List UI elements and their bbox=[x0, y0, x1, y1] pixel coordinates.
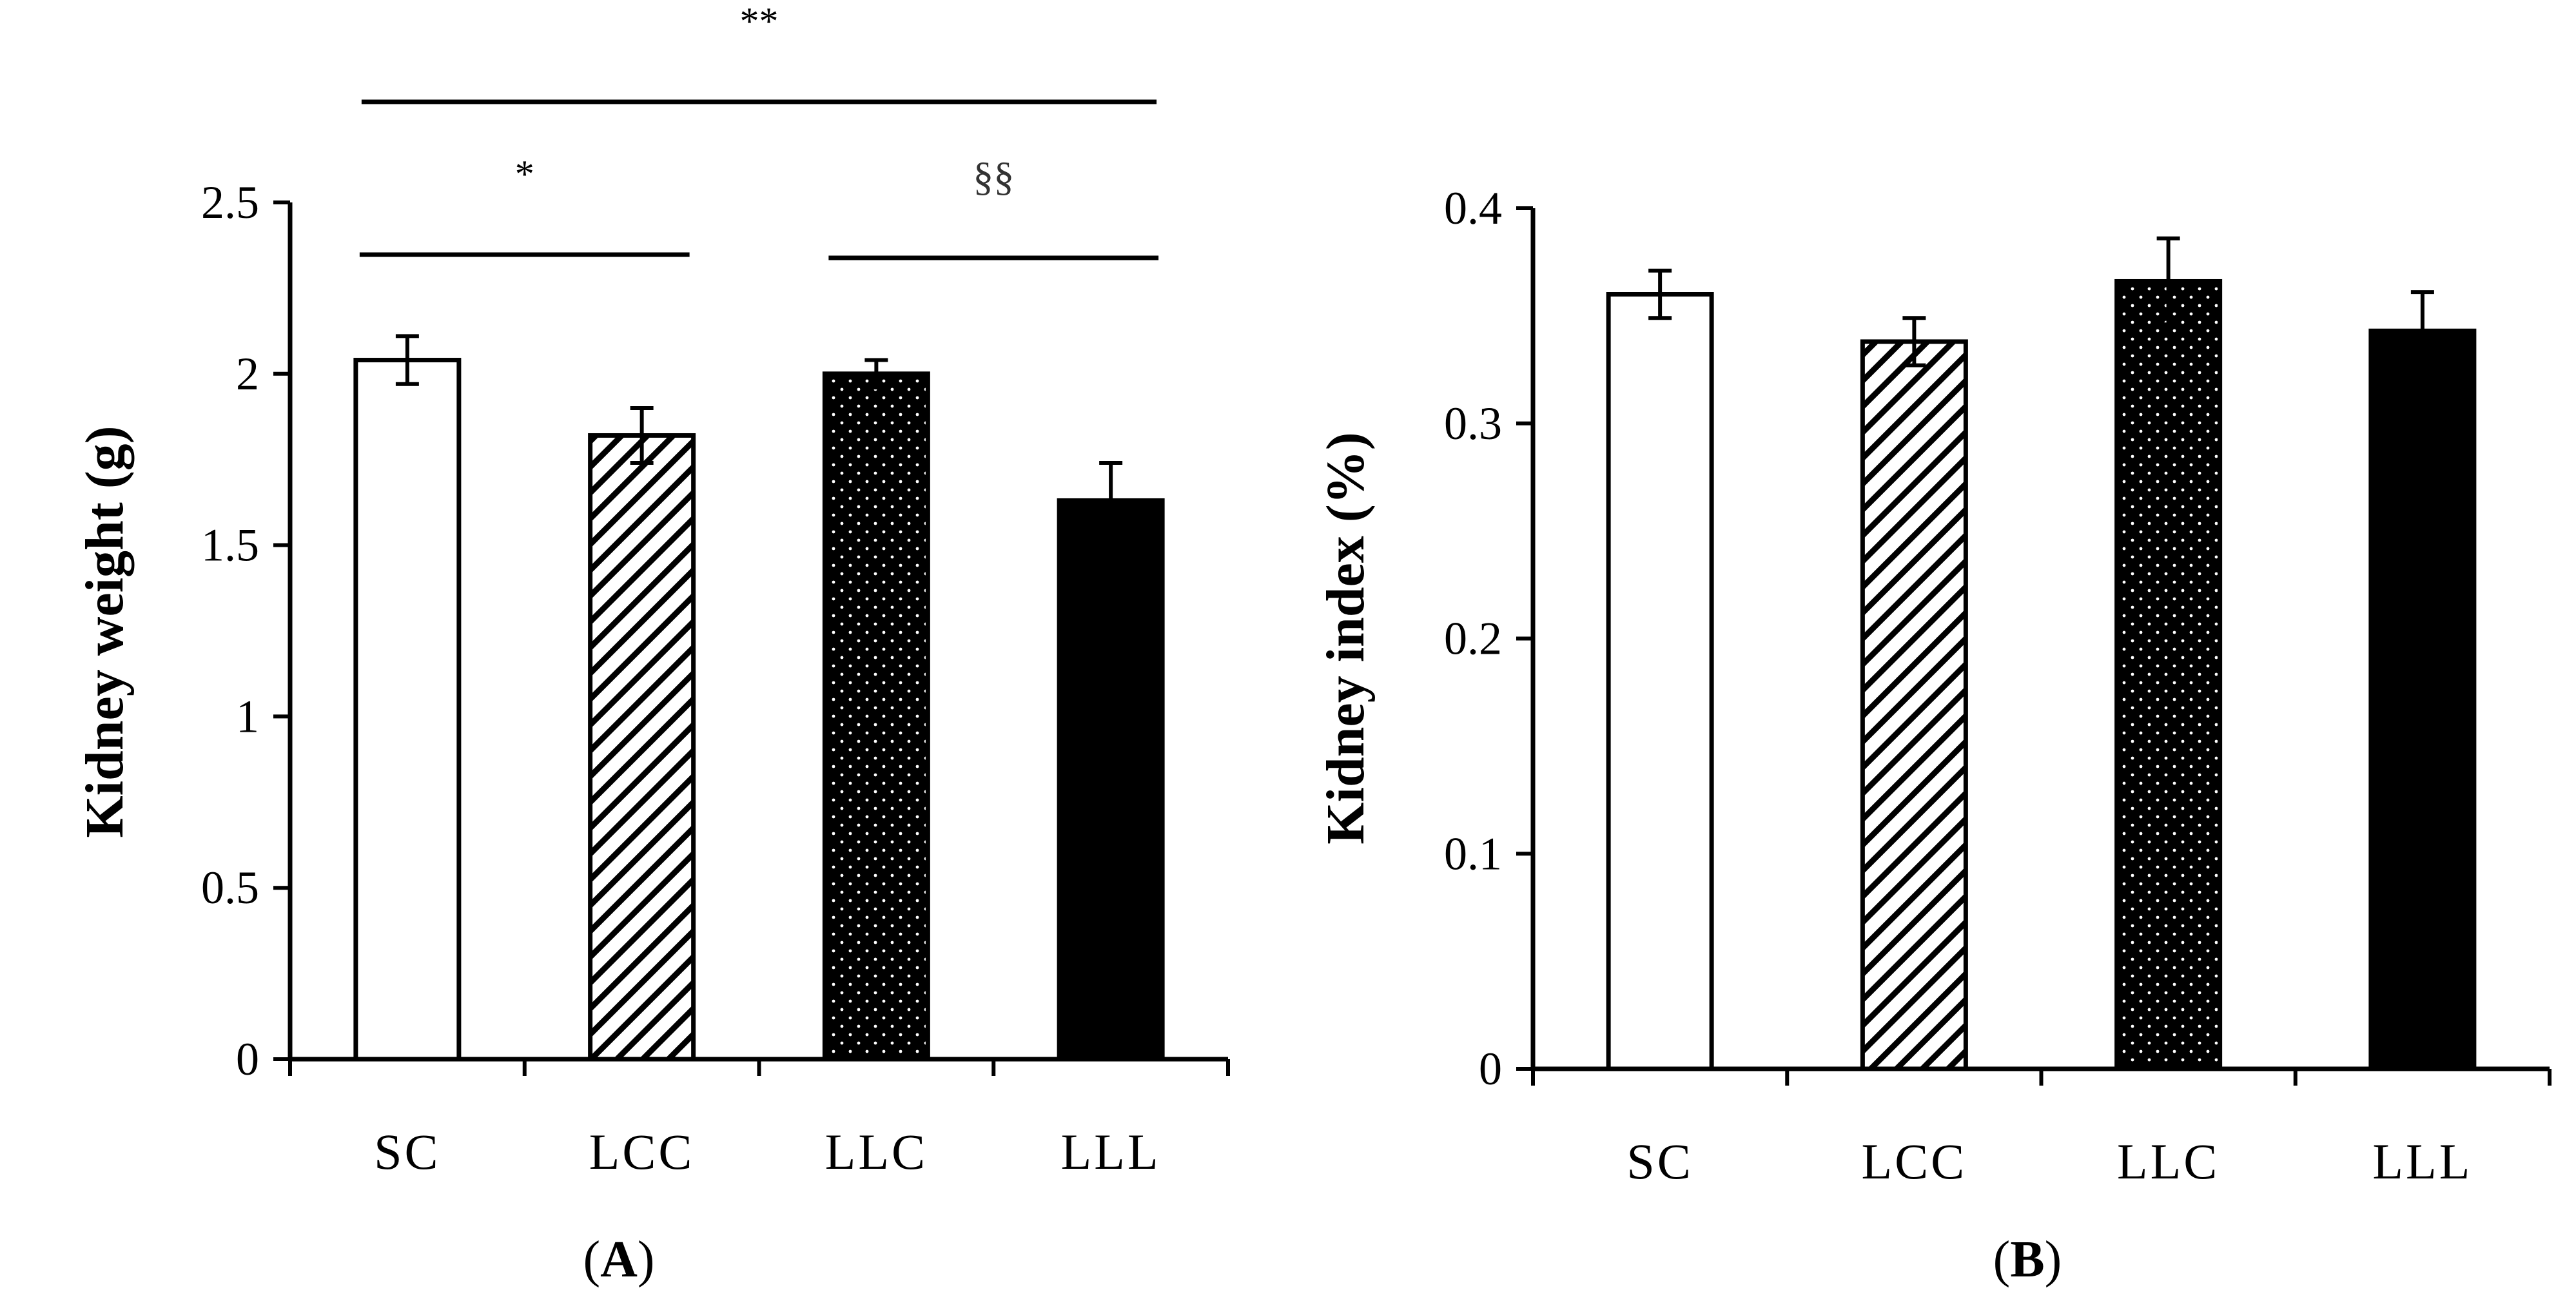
bar-lcc bbox=[588, 433, 696, 1062]
x-category-label: LLL bbox=[2372, 1133, 2472, 1189]
chart-a: 00.511.522.5 SC LCC LLC LLL *** §§ Kidney we… bbox=[75, 0, 1230, 1288]
x-category-label: SC bbox=[374, 1124, 440, 1180]
error-bars-a bbox=[395, 334, 1123, 540]
y-tick-label: 0.3 bbox=[1444, 398, 1502, 449]
y-tick-label: 1 bbox=[236, 690, 259, 742]
y-tick-label: 0.1 bbox=[1444, 828, 1502, 879]
x-category-label: LCC bbox=[589, 1124, 695, 1180]
x-category-label: LLC bbox=[825, 1124, 928, 1180]
significance-label: * bbox=[515, 153, 534, 195]
x-category-label: LLC bbox=[2117, 1133, 2220, 1189]
chart-b: 0 0.1 0.2 0.3 0.4 SC LCC LLC LLL Kidney index (… bbox=[1316, 182, 2552, 1288]
bar-lll bbox=[1057, 498, 1165, 1062]
bar-lcc bbox=[1860, 339, 1968, 1071]
x-categories-b: SC LCC LLC LLL bbox=[1626, 1133, 2472, 1189]
y-tick-label: 2 bbox=[236, 348, 259, 400]
y-tick-label: 0 bbox=[1479, 1043, 1502, 1095]
y-tick-label: 2.5 bbox=[201, 177, 259, 228]
y-tick-label: 0 bbox=[236, 1033, 259, 1085]
y-tick-label: 0.5 bbox=[201, 862, 259, 913]
x-categories-a: SC LCC LLC LLL bbox=[374, 1124, 1161, 1180]
bar-sc bbox=[353, 358, 462, 1062]
bar-llc bbox=[2114, 278, 2223, 1071]
y-axis-label-a: Kidney weight (g) bbox=[75, 425, 135, 837]
x-category-label: LLL bbox=[1061, 1124, 1161, 1180]
y-tick-label: 1.5 bbox=[201, 520, 259, 571]
y-ticks-a: 0 0.5 1 1.5 2 2.5 bbox=[201, 177, 290, 1085]
y-tick-label: 0.4 bbox=[1444, 182, 1502, 234]
x-category-label: SC bbox=[1626, 1133, 1693, 1189]
bars-b bbox=[1606, 278, 2477, 1071]
panel-label-a: (A) bbox=[583, 1231, 654, 1288]
bar-lll bbox=[2368, 328, 2477, 1071]
error-bars-b bbox=[1648, 236, 2434, 372]
y-tick-label: 0.2 bbox=[1444, 613, 1502, 665]
panel-label-b: (B) bbox=[1993, 1231, 2062, 1288]
bar-sc bbox=[1606, 292, 1714, 1071]
bar-llc bbox=[822, 371, 930, 1062]
x-category-label: LCC bbox=[1862, 1133, 1967, 1189]
y-ticks-b: 0 0.1 0.2 0.3 0.4 bbox=[1444, 182, 1533, 1095]
y-axis-label-b: Kidney index (%) bbox=[1316, 432, 1376, 844]
axes-a bbox=[288, 202, 1230, 1076]
significance-label: ** bbox=[740, 0, 779, 43]
significance-label: §§ bbox=[973, 153, 1014, 199]
significance-a: *** §§ bbox=[359, 0, 1159, 260]
bars-a bbox=[353, 358, 1165, 1062]
